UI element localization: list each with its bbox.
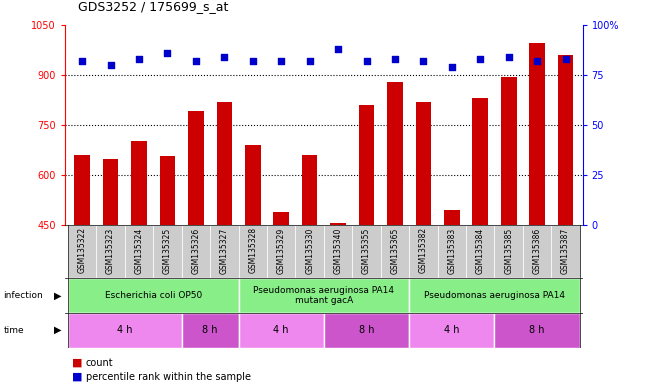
Text: GSM135365: GSM135365 [391, 227, 400, 274]
Bar [68, 225, 96, 278]
Text: ■: ■ [72, 372, 82, 382]
Point [105, 62, 116, 68]
Bar [245, 146, 260, 225]
Bar [68, 278, 238, 313]
Bar [409, 225, 437, 278]
Bar [551, 225, 580, 278]
Bar [495, 225, 523, 278]
Point [447, 64, 457, 70]
Point [390, 56, 400, 62]
Point [361, 58, 372, 64]
Text: GSM135329: GSM135329 [277, 227, 286, 273]
Point [561, 56, 571, 62]
Text: 4 h: 4 h [117, 325, 133, 335]
Bar [495, 313, 580, 348]
Point [77, 58, 87, 64]
Text: Pseudomonas aeruginosa PA14
mutant gacA: Pseudomonas aeruginosa PA14 mutant gacA [253, 286, 395, 305]
Point [219, 54, 230, 60]
Bar [352, 225, 381, 278]
Text: percentile rank within the sample: percentile rank within the sample [86, 372, 251, 382]
Text: Escherichia coli OP50: Escherichia coli OP50 [105, 291, 202, 300]
Text: GDS3252 / 175699_s_at: GDS3252 / 175699_s_at [78, 0, 229, 13]
Bar [324, 313, 409, 348]
Text: 8 h: 8 h [359, 325, 374, 335]
Bar [409, 278, 580, 313]
Point [162, 50, 173, 56]
Bar [238, 278, 409, 313]
Bar [182, 313, 238, 348]
Bar [132, 141, 147, 225]
Bar [473, 98, 488, 225]
Text: GSM135386: GSM135386 [533, 227, 542, 273]
Text: Pseudomonas aeruginosa PA14: Pseudomonas aeruginosa PA14 [424, 291, 565, 300]
Text: GSM135326: GSM135326 [191, 227, 201, 273]
Bar [153, 225, 182, 278]
Text: GSM135322: GSM135322 [77, 227, 87, 273]
Text: GSM135355: GSM135355 [362, 227, 371, 274]
Text: ▶: ▶ [54, 325, 62, 335]
Bar [273, 212, 289, 225]
Bar [409, 313, 495, 348]
Bar [302, 155, 318, 225]
Bar [387, 81, 403, 225]
Bar [359, 105, 374, 225]
Point [532, 58, 542, 64]
Text: GSM135324: GSM135324 [135, 227, 143, 273]
Point [276, 58, 286, 64]
Bar [558, 55, 574, 225]
Text: infection: infection [3, 291, 43, 300]
Bar [466, 225, 495, 278]
Bar [267, 225, 296, 278]
Point [418, 58, 428, 64]
Bar [238, 313, 324, 348]
Text: GSM135384: GSM135384 [476, 227, 485, 273]
Bar [381, 225, 409, 278]
Bar [125, 225, 153, 278]
Text: ▶: ▶ [54, 291, 62, 301]
Text: GSM135387: GSM135387 [561, 227, 570, 273]
Text: time: time [3, 326, 24, 335]
Text: GSM135328: GSM135328 [248, 227, 257, 273]
Bar [324, 225, 352, 278]
Point [134, 56, 145, 62]
Bar [238, 225, 267, 278]
Bar [217, 101, 232, 225]
Bar [523, 225, 551, 278]
Bar [415, 101, 431, 225]
Bar [529, 43, 545, 225]
Bar [188, 111, 204, 225]
Text: GSM135385: GSM135385 [505, 227, 513, 273]
Text: GSM135327: GSM135327 [220, 227, 229, 273]
Bar [96, 225, 125, 278]
Bar [74, 155, 90, 225]
Bar [182, 225, 210, 278]
Text: GSM135383: GSM135383 [447, 227, 456, 273]
Bar [159, 156, 175, 225]
Bar [68, 313, 182, 348]
Bar [103, 159, 118, 225]
Point [333, 46, 343, 52]
Bar [210, 225, 238, 278]
Text: 4 h: 4 h [273, 325, 289, 335]
Text: GSM135340: GSM135340 [333, 227, 342, 274]
Bar [330, 223, 346, 225]
Bar [437, 225, 466, 278]
Text: GSM135325: GSM135325 [163, 227, 172, 273]
Text: GSM135323: GSM135323 [106, 227, 115, 273]
Point [191, 58, 201, 64]
Point [475, 56, 486, 62]
Text: GSM135382: GSM135382 [419, 227, 428, 273]
Point [503, 54, 514, 60]
Bar [444, 210, 460, 225]
Text: 8 h: 8 h [202, 325, 218, 335]
Bar [501, 76, 516, 225]
Text: 4 h: 4 h [444, 325, 460, 335]
Text: GSM135330: GSM135330 [305, 227, 314, 274]
Text: count: count [86, 358, 113, 368]
Point [305, 58, 315, 64]
Text: 8 h: 8 h [529, 325, 545, 335]
Bar [296, 225, 324, 278]
Text: ■: ■ [72, 358, 82, 368]
Point [247, 58, 258, 64]
